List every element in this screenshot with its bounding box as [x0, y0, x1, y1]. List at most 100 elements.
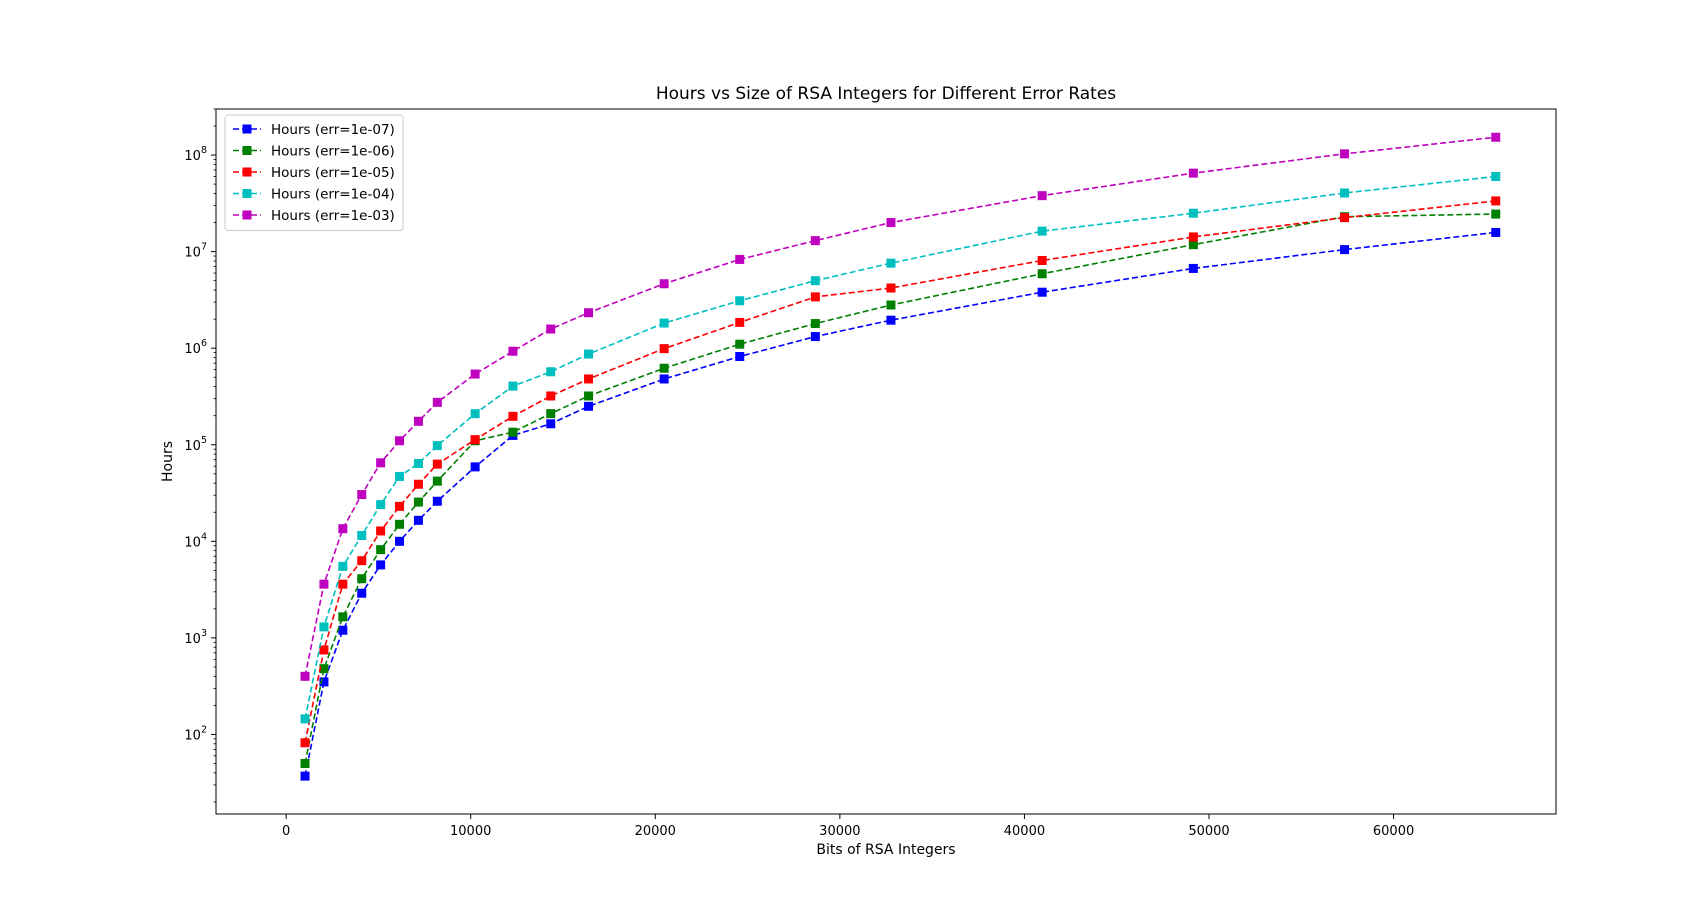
series-1-point	[659, 363, 669, 373]
series-4-point	[319, 579, 329, 589]
series-3-point	[659, 318, 669, 328]
series-2-point	[659, 344, 669, 354]
x-axis-label: Bits of RSA Integers	[816, 842, 955, 858]
series-4-point	[357, 490, 367, 500]
series-4-point	[470, 369, 480, 379]
series-4-point	[432, 397, 442, 407]
series-3-point	[1037, 226, 1047, 236]
legend-entry: Hours (err=1e-06)	[271, 144, 395, 160]
y-tick-base: 10	[184, 149, 201, 164]
series-4-point	[584, 308, 594, 318]
series-4-point	[659, 279, 669, 289]
legend-marker	[242, 167, 252, 177]
series-2-point	[886, 283, 896, 293]
series-line-4	[304, 136, 1496, 677]
series-2-point	[470, 435, 480, 445]
series-3-point	[1340, 188, 1350, 198]
series-2-point	[1188, 232, 1198, 242]
series-1-point	[413, 497, 423, 507]
series-0-point	[546, 419, 556, 429]
y-tick-exponent: 3	[201, 628, 207, 639]
series-3-point	[546, 367, 556, 377]
series-1-point	[300, 759, 310, 769]
series-1-point	[1491, 209, 1501, 219]
series-0-point	[413, 515, 423, 525]
series-layer	[300, 132, 1501, 781]
legend-entry: Hours (err=1e-04)	[271, 187, 395, 203]
series-4-point	[508, 346, 518, 356]
x-tick-label: 40000	[1004, 824, 1045, 839]
series-4-point	[546, 324, 556, 334]
series-3-point	[319, 622, 329, 632]
y-tick-exponent: 6	[201, 338, 207, 349]
series-1-point	[584, 391, 594, 401]
series-1-point	[810, 319, 820, 329]
series-0-point	[810, 332, 820, 342]
series-3-point	[338, 561, 348, 571]
series-0-point	[1491, 227, 1501, 237]
x-tick-label: 0	[282, 824, 290, 839]
series-2-point	[508, 411, 518, 421]
y-tick-base: 10	[184, 246, 201, 261]
series-2-point	[300, 738, 310, 748]
series-2-point	[1340, 213, 1350, 223]
series-2-point	[432, 459, 442, 469]
series-4-point	[810, 236, 820, 246]
y-tick-label: 104	[184, 531, 207, 550]
series-1-point	[357, 574, 367, 584]
series-2-point	[338, 579, 348, 589]
series-4-point	[1188, 168, 1198, 178]
y-tick-label: 103	[184, 628, 207, 647]
series-0-point	[357, 588, 367, 598]
legend-marker	[242, 146, 252, 155]
series-2-point	[413, 479, 423, 489]
series-1-point	[376, 545, 386, 555]
series-2-point	[1037, 255, 1047, 265]
series-1-point	[338, 612, 348, 622]
series-1-point	[508, 427, 518, 437]
series-line-3	[304, 175, 1496, 720]
y-tick-exponent: 8	[201, 145, 207, 156]
series-3-point	[810, 276, 820, 286]
series-1-point	[395, 519, 405, 529]
series-2-point	[810, 292, 820, 302]
series-4-point	[1037, 191, 1047, 201]
legend-marker	[242, 210, 252, 220]
y-tick-base: 10	[184, 728, 201, 743]
series-4-point	[376, 458, 386, 468]
series-1-point	[432, 476, 442, 486]
chart-title: Hours vs Size of RSA Integers for Differ…	[656, 84, 1116, 104]
y-tick-label: 105	[184, 435, 207, 454]
series-3-point	[1188, 208, 1198, 218]
series-0-point	[886, 315, 896, 325]
series-line-1	[304, 213, 1496, 764]
legend-box	[224, 114, 404, 231]
series-0-point	[1037, 287, 1047, 297]
x-tick-label: 10000	[450, 824, 491, 839]
y-tick-exponent: 4	[201, 531, 207, 542]
legend-entry: Hours (err=1e-05)	[271, 165, 395, 181]
series-4-point	[1491, 132, 1501, 142]
series-1-point	[735, 339, 745, 349]
series-3-point	[357, 530, 367, 540]
series-0-point	[376, 560, 386, 570]
series-4-point	[395, 436, 405, 446]
legend-entry: Hours (err=1e-03)	[271, 208, 395, 224]
series-4-point	[300, 671, 310, 681]
y-tick-exponent: 5	[201, 435, 207, 446]
y-tick-label: 102	[184, 724, 207, 743]
x-tick-label: 20000	[635, 824, 676, 839]
series-0-point	[432, 496, 442, 506]
series-4-point	[413, 416, 423, 426]
series-2-point	[357, 556, 367, 566]
series-2-point	[546, 391, 556, 401]
x-tick-label: 50000	[1188, 824, 1229, 839]
series-3-point	[508, 381, 518, 391]
series-3-point	[584, 349, 594, 359]
series-2-point	[735, 317, 745, 327]
series-0-point	[1188, 263, 1198, 273]
series-3-point	[1491, 171, 1501, 181]
series-1-point	[886, 300, 896, 310]
x-tick-label: 30000	[819, 824, 860, 839]
series-3-point	[300, 714, 310, 724]
